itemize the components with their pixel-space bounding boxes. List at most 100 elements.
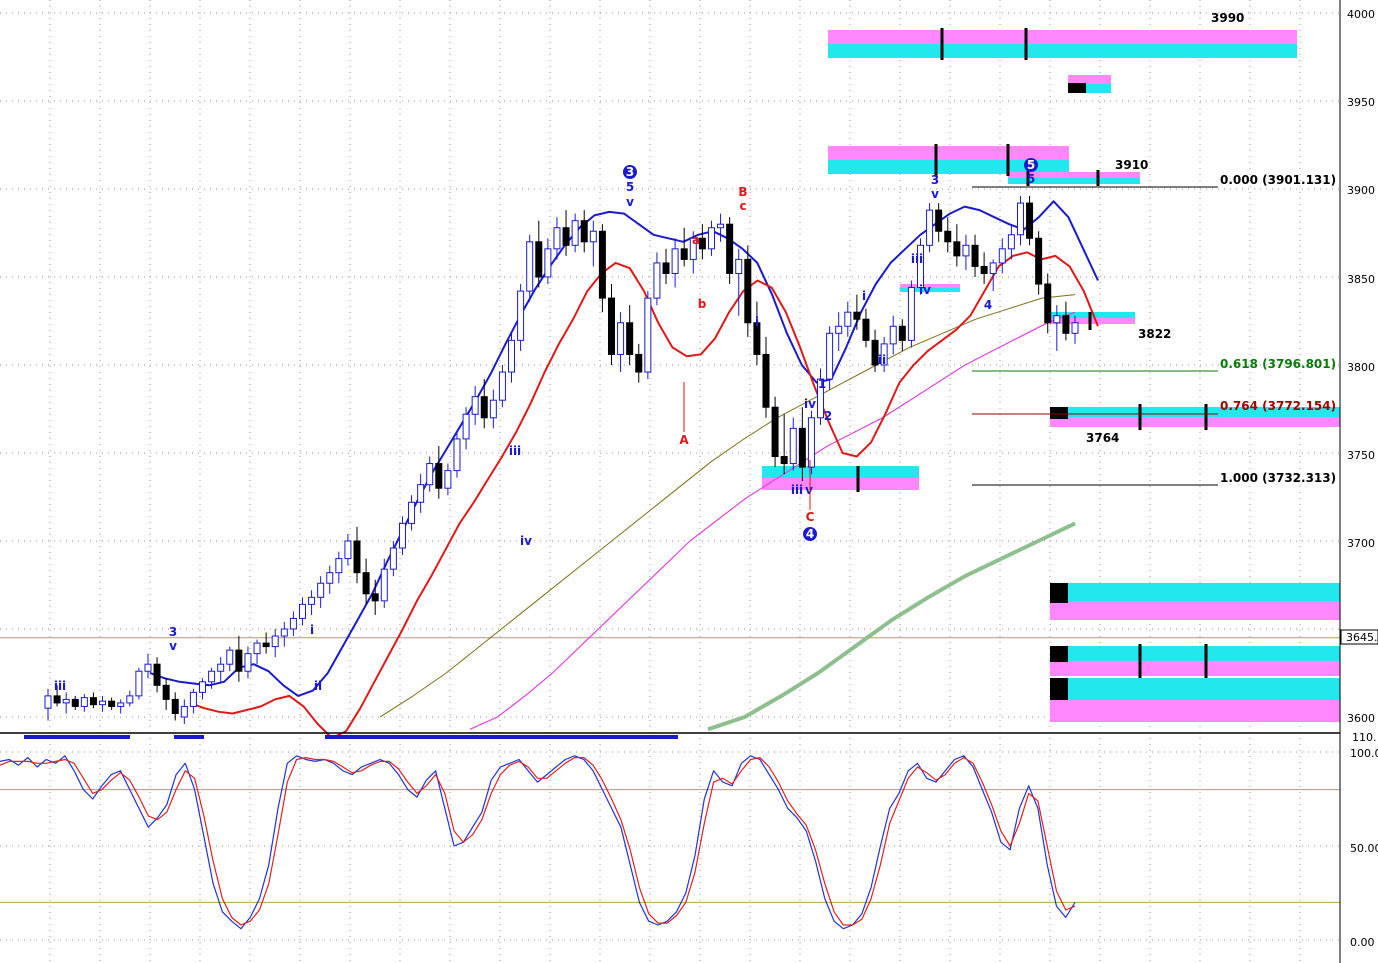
candle-body bbox=[553, 227, 561, 250]
stoch-tick-0: 0.00 bbox=[1350, 936, 1375, 949]
candle-body bbox=[971, 244, 979, 267]
wave-label-v: v bbox=[169, 639, 177, 653]
y-tick-3700: 3700 bbox=[1347, 537, 1375, 550]
wave-label-ii: ii bbox=[314, 679, 322, 693]
candle-body bbox=[835, 325, 843, 334]
stoch-tick-50: 50.00 bbox=[1350, 842, 1378, 855]
wave-label-iii: iii bbox=[911, 252, 923, 266]
wave-label-iv: iv bbox=[919, 283, 931, 297]
y-tick-4000: 4000 bbox=[1347, 8, 1375, 21]
candle-body bbox=[126, 695, 134, 704]
candle-body bbox=[371, 593, 379, 602]
candle-body bbox=[262, 642, 270, 648]
zone-top bbox=[1050, 407, 1340, 417]
wave-label-a: a bbox=[692, 233, 700, 247]
candle-body bbox=[308, 596, 316, 605]
zone-bottom bbox=[1008, 178, 1140, 184]
candle-body bbox=[817, 378, 825, 419]
candle-body bbox=[807, 417, 815, 468]
wave-label-4: 4 bbox=[984, 298, 992, 312]
wave-label-i: i bbox=[755, 315, 759, 329]
candle-body bbox=[535, 241, 543, 278]
candle-body bbox=[598, 230, 606, 299]
stochastic-panel bbox=[0, 751, 1340, 941]
candle-body bbox=[889, 325, 897, 345]
candle-body bbox=[71, 698, 79, 707]
candle-body bbox=[508, 339, 516, 373]
level-label-3910: 3910 bbox=[1115, 158, 1148, 172]
y-tick-3600: 3600 bbox=[1347, 712, 1375, 725]
wave-label-C: C bbox=[806, 510, 815, 524]
candle-body bbox=[653, 262, 661, 299]
wave-label-3: 3 bbox=[931, 173, 939, 187]
candle-body bbox=[989, 262, 997, 274]
candle-body bbox=[398, 522, 406, 549]
wave-label-3: 3 bbox=[169, 625, 177, 639]
wave-label-b: b bbox=[698, 297, 707, 311]
candle-body bbox=[426, 463, 434, 486]
zone-bottom bbox=[1068, 84, 1111, 93]
candle-body bbox=[453, 438, 461, 472]
candle-body bbox=[526, 241, 534, 292]
zone-marker-block bbox=[1050, 407, 1068, 419]
wave-label-iii: iii bbox=[791, 483, 803, 497]
candle-body bbox=[980, 265, 988, 274]
wave-label-v: v bbox=[805, 483, 813, 497]
zone-bottom bbox=[828, 44, 1297, 58]
price-axis bbox=[0, 0, 1341, 963]
candle-body bbox=[144, 663, 152, 672]
zone-top bbox=[1008, 172, 1140, 178]
stoch-top-marker: 110. bbox=[1352, 731, 1377, 744]
y-tick-3750: 3750 bbox=[1347, 449, 1375, 462]
candle-body bbox=[180, 705, 188, 718]
zone-top bbox=[1068, 75, 1111, 84]
wave-label-i: i bbox=[310, 623, 314, 637]
wave-label-i: i bbox=[862, 289, 866, 303]
fib-label-618: 0.618 (3796.801) bbox=[1220, 357, 1336, 371]
candle-body bbox=[335, 558, 343, 574]
candle-body bbox=[662, 262, 670, 274]
candle-body bbox=[1026, 202, 1034, 239]
candle-body bbox=[389, 547, 397, 570]
wave-label-v: v bbox=[931, 187, 939, 201]
candle-body bbox=[944, 230, 952, 243]
zone-bottom bbox=[1050, 661, 1340, 676]
zone-top bbox=[762, 466, 919, 478]
candle-body bbox=[907, 287, 915, 341]
zone-bottom bbox=[1050, 417, 1340, 427]
candle-body bbox=[53, 695, 61, 704]
candle-body bbox=[117, 702, 125, 707]
wave-label-5: 5 bbox=[1027, 158, 1035, 172]
wave-circle-4 bbox=[803, 527, 817, 541]
candle-body bbox=[871, 339, 879, 366]
candle-body bbox=[326, 572, 334, 584]
candle-body bbox=[108, 700, 116, 707]
wave-label-3: 3 bbox=[626, 165, 634, 179]
candle-body bbox=[898, 325, 906, 341]
candle-body bbox=[771, 406, 779, 458]
fib-label-764: 0.764 (3772.154) bbox=[1220, 399, 1336, 413]
candle-body bbox=[853, 311, 861, 320]
candle-body bbox=[953, 241, 961, 257]
ma-magenta-line bbox=[469, 311, 1076, 730]
candle-body bbox=[589, 230, 597, 243]
candle-body bbox=[480, 396, 488, 419]
wave-label-iv: iv bbox=[804, 397, 816, 411]
stoch-d-line bbox=[0, 757, 1076, 926]
fib-label-0: 0.000 (3901.131) bbox=[1220, 173, 1336, 187]
candle-body bbox=[199, 681, 207, 693]
zone-bottom bbox=[900, 288, 960, 292]
candle-body bbox=[1071, 322, 1079, 334]
grid-lines bbox=[0, 0, 1340, 963]
candle-body bbox=[280, 628, 288, 637]
candle-body bbox=[707, 227, 715, 250]
candle-body bbox=[571, 220, 579, 246]
candle-body bbox=[189, 691, 197, 707]
price-marker: 3645. bbox=[1346, 631, 1378, 644]
level-label-3822: 3822 bbox=[1138, 327, 1171, 341]
candle-body bbox=[80, 697, 88, 707]
candle-body bbox=[471, 396, 479, 415]
fib-label-1: 1.000 (3732.313) bbox=[1220, 471, 1336, 485]
stoch-tick-100: 100.0 bbox=[1350, 747, 1378, 760]
cycle-bar bbox=[24, 735, 130, 739]
